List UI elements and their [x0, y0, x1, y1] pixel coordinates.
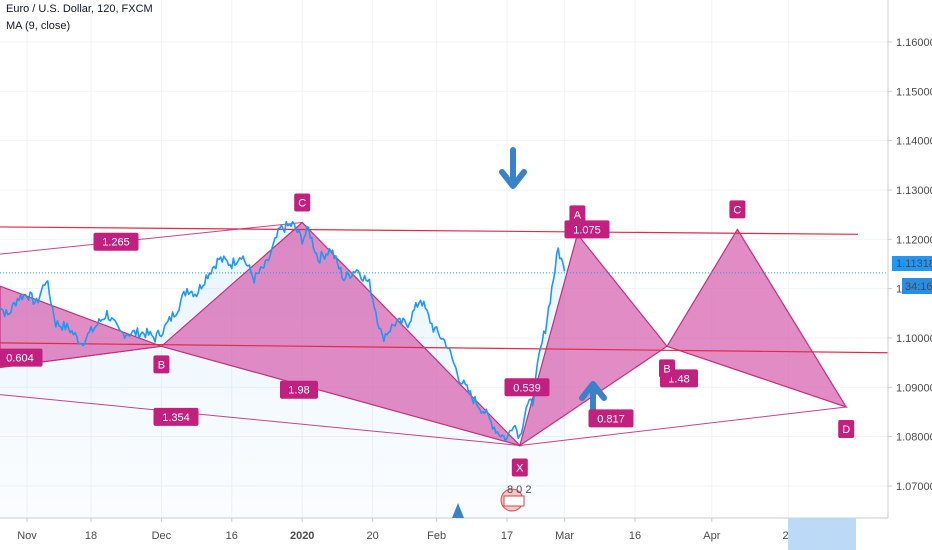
current-price-tag — [892, 256, 932, 294]
time-axis[interactable]: Nov18Dec16202020Feb17Mar16Apr20 — [17, 518, 795, 542]
x-tick-label: Feb — [427, 530, 446, 542]
x-tick-label: Mar — [555, 530, 574, 542]
point-label-b: B — [153, 355, 170, 374]
x-tick-label: 20 — [366, 530, 378, 542]
bar-countdown: 34:16 — [905, 281, 932, 293]
event-marker-text: 8 0 2 — [507, 484, 531, 496]
current-price-value: 1.11318 — [896, 258, 932, 270]
pattern-line-bd-right — [519, 406, 847, 446]
y-tick-label: 1.08000 — [896, 432, 932, 444]
x-tick-label: Dec — [152, 530, 172, 542]
y-tick-label: 1.07000 — [896, 481, 932, 493]
ratio-label-text: 1.354 — [162, 412, 190, 424]
x-tick-label: 17 — [501, 530, 513, 542]
point-label-x-text: X — [516, 462, 524, 474]
point-label-b-text: B — [663, 363, 670, 375]
point-label-c-text: C — [298, 197, 306, 209]
ratio-label: 1.265 — [93, 232, 139, 251]
ratio-label-text: 1.265 — [102, 237, 130, 249]
support-level-line[interactable] — [0, 342, 889, 354]
ratio-label: 1.354 — [153, 407, 199, 426]
point-label-b: B — [659, 359, 675, 378]
ratio-label: 1.075 — [564, 220, 610, 239]
y-tick-label: 1.10000 — [896, 333, 932, 345]
y-tick-label: 1.15000 — [896, 86, 932, 98]
price-series-line — [0, 220, 566, 442]
ratio-label: 0.817 — [588, 409, 634, 428]
pattern-line-ac-left — [0, 221, 303, 255]
y-tick-label: 1.13000 — [896, 185, 932, 197]
pattern-triangle-bcd-right[interactable] — [666, 228, 848, 409]
ratio-label: 1.98 — [280, 380, 318, 399]
x-tick-label: 18 — [85, 530, 97, 542]
x-tick-label: 16 — [629, 530, 641, 542]
point-labels: B C X A B C D — [153, 193, 855, 477]
x-tick-label: 16 — [226, 530, 238, 542]
point-label-a-text: A — [574, 209, 582, 221]
resistance-level-line[interactable] — [0, 226, 859, 235]
up-arrow-small-icon — [452, 503, 464, 518]
ratio-label: 0.539 — [504, 378, 550, 397]
y-tick-label: 1.14000 — [896, 136, 932, 148]
point-label-x: X — [511, 458, 528, 477]
pattern-triangle-bcd-left[interactable] — [160, 221, 522, 447]
point-label-c: C — [294, 193, 311, 212]
event-marker-icon[interactable] — [500, 488, 525, 512]
time-range-highlight[interactable] — [788, 518, 856, 550]
ratio-label-text: 0.817 — [597, 413, 625, 425]
x-tick-label: 2020 — [290, 530, 314, 542]
point-label-a: A — [569, 205, 586, 224]
x-tick-label: Nov — [17, 530, 37, 542]
y-tick-label: 1.16000 — [896, 37, 932, 49]
ratio-label-text: 0.604 — [6, 353, 34, 365]
point-label-d-text: D — [842, 424, 850, 436]
point-label-c: C — [729, 200, 746, 219]
ratio-label-text: 0.539 — [513, 382, 541, 394]
ratio-label-text: 1.98 — [288, 385, 309, 397]
pattern-line-bd-left — [0, 394, 520, 446]
symbol-title[interactable]: Euro / U.S. Dollar, 120, FXCM — [6, 3, 153, 15]
down-arrow-icon — [499, 147, 527, 189]
ratio-label: 0.604 — [0, 348, 43, 367]
ratio-label-text: 1.075 — [573, 224, 601, 236]
indicator-title[interactable]: MA (9, close) — [6, 20, 71, 32]
point-label-b-text: B — [158, 359, 165, 371]
harmonic-pattern-group[interactable] — [0, 221, 848, 447]
x-tick-label: Apr — [703, 530, 720, 542]
y-tick-label: 1.12000 — [896, 234, 932, 246]
point-label-d: D — [838, 420, 855, 438]
point-label-c-text: C — [733, 204, 741, 216]
y-tick-label: 1.09000 — [896, 382, 932, 394]
